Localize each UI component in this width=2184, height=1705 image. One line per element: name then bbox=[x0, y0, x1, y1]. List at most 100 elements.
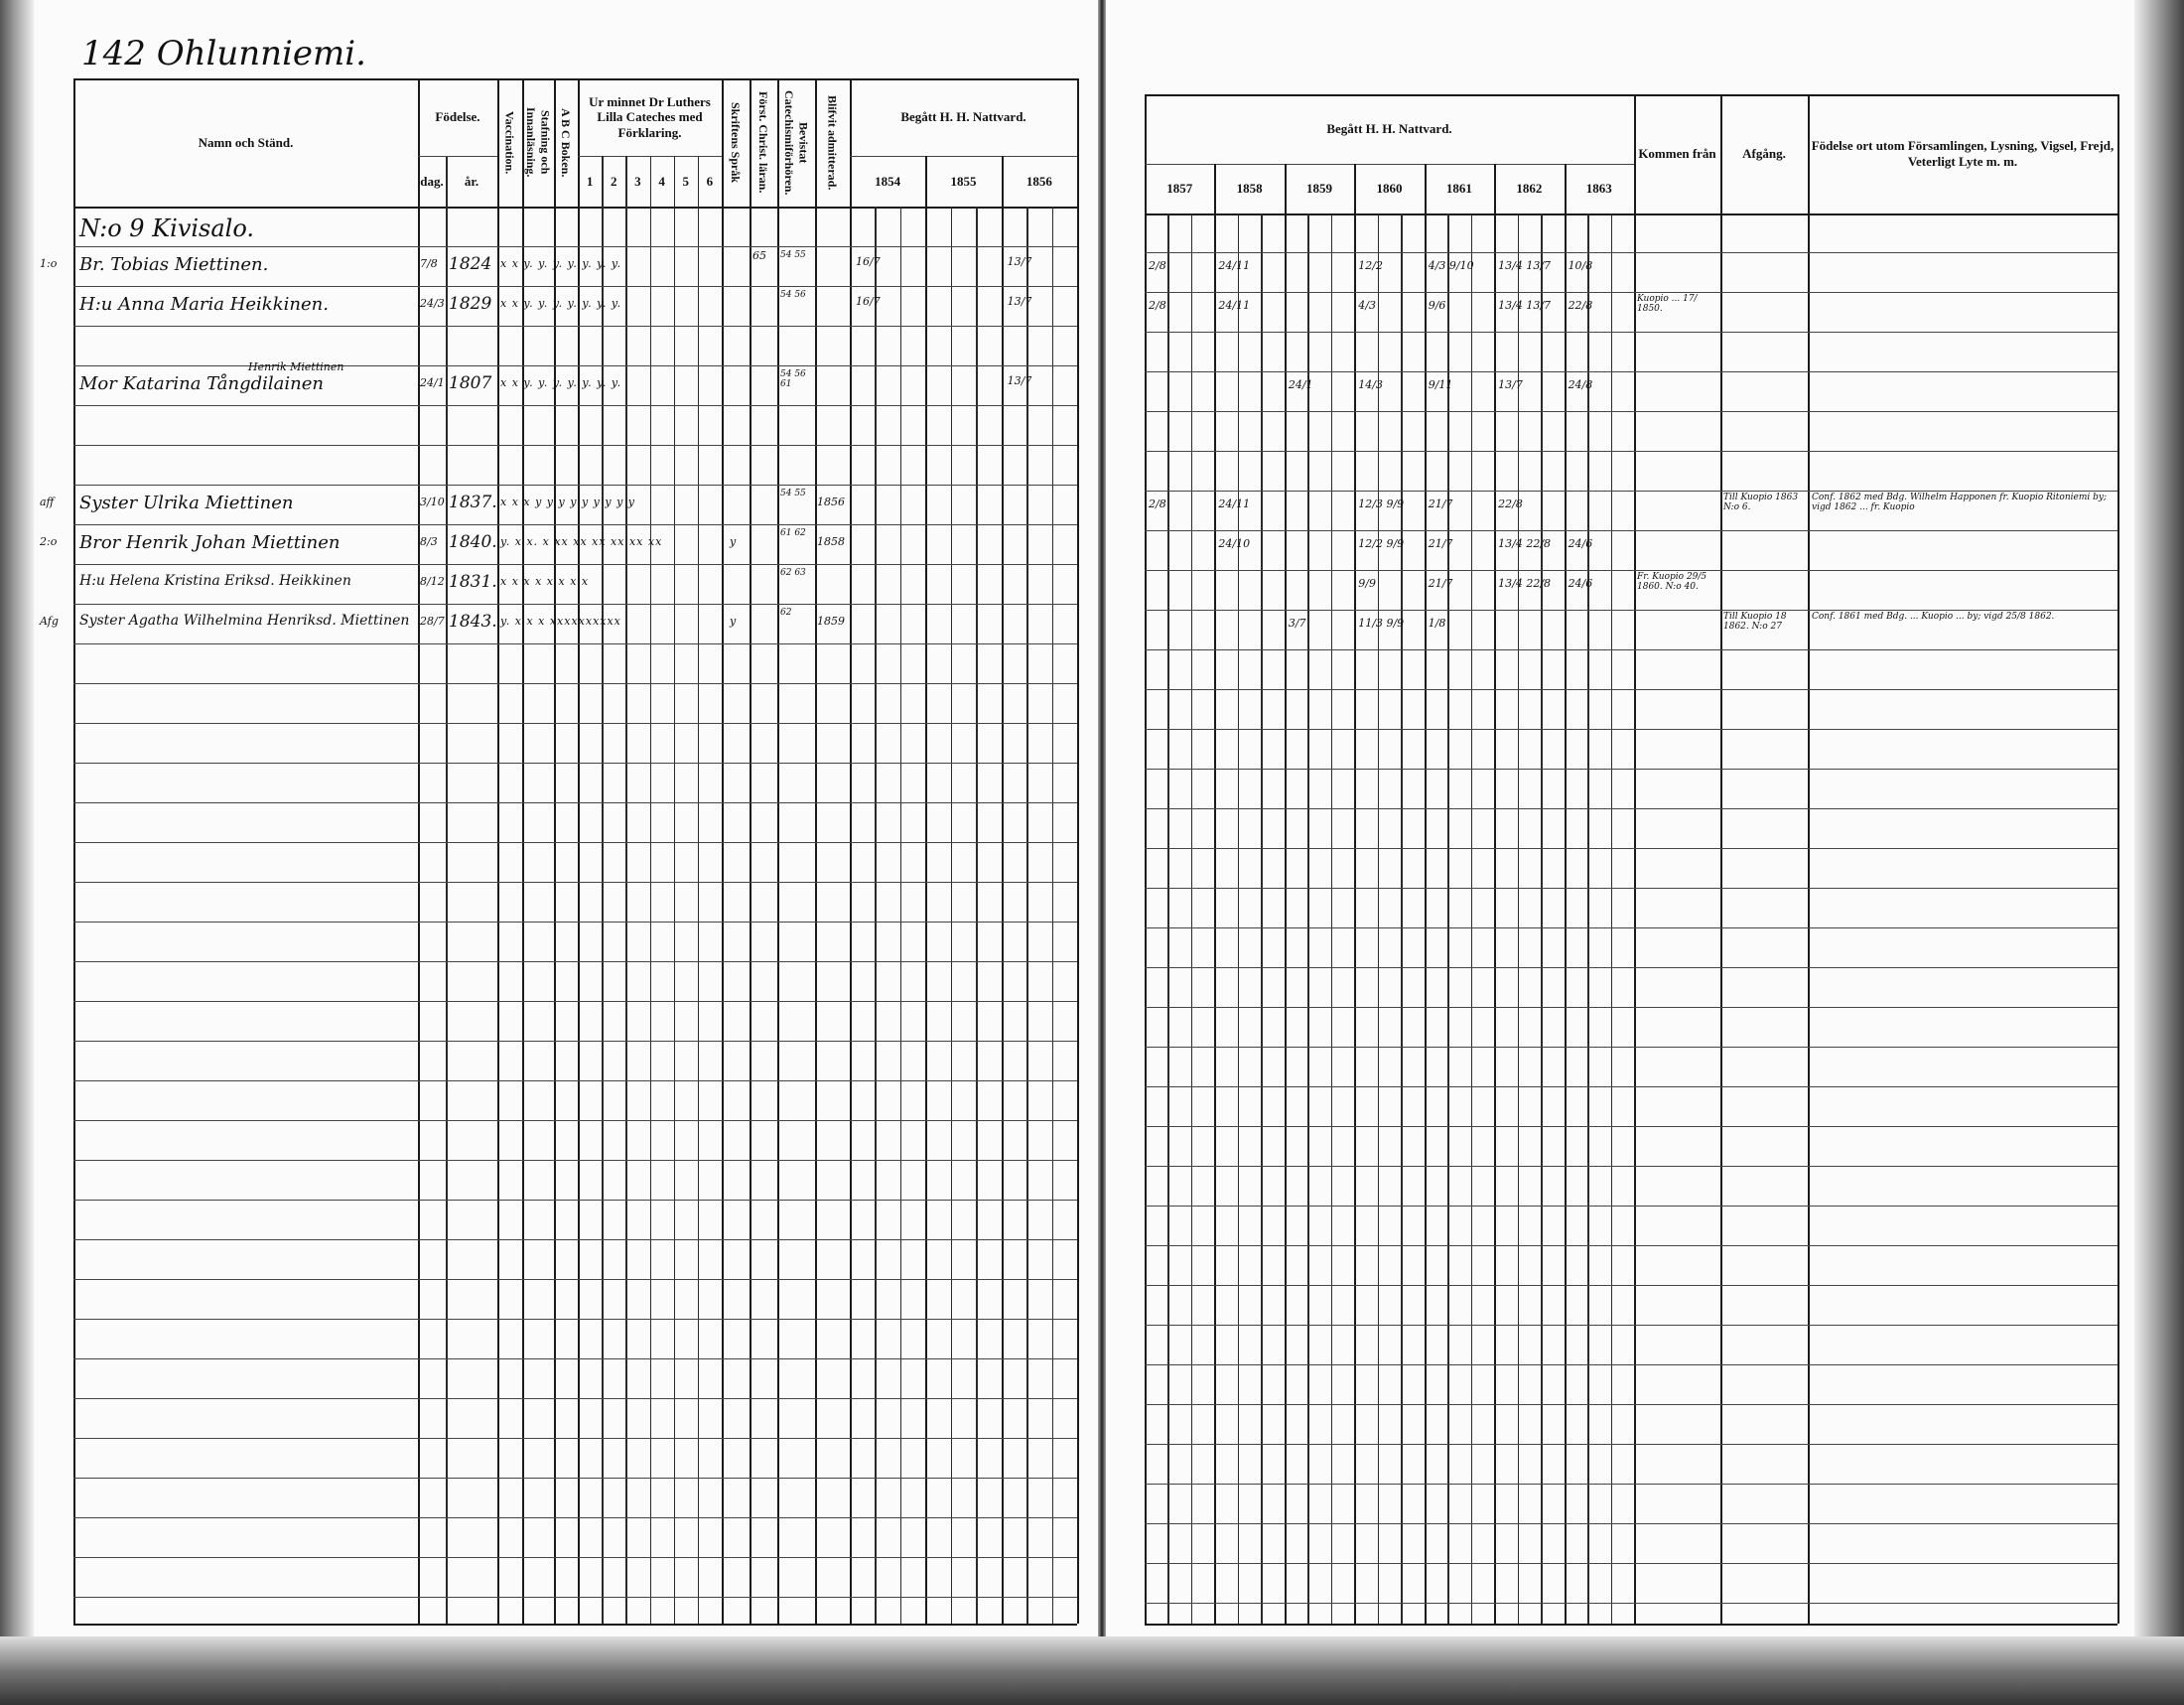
grid-line bbox=[1284, 164, 1287, 1624]
communion-date-1858: 24/11 bbox=[1218, 497, 1251, 510]
grid-line bbox=[1214, 164, 1217, 1624]
grid-line bbox=[1145, 1364, 2117, 1365]
grid-line bbox=[73, 1279, 1077, 1280]
grid-line bbox=[73, 326, 1077, 327]
grid-line bbox=[73, 1517, 1077, 1518]
grid-line bbox=[578, 78, 580, 1624]
grid-line bbox=[1610, 213, 1613, 1624]
column-header-communion-left: Begått H. H. Nattvard. bbox=[900, 109, 1026, 125]
grid-line bbox=[1145, 769, 2117, 770]
communion-date-1860: 12/2 bbox=[1358, 259, 1383, 272]
column-header-name: Namn och Ständ. bbox=[198, 134, 294, 150]
grid-line bbox=[73, 1398, 1077, 1399]
grid-line bbox=[1354, 164, 1357, 1624]
grid-line bbox=[899, 207, 902, 1624]
grid-line bbox=[1145, 570, 2117, 571]
communion-date-1862: 13/4 22/8 bbox=[1498, 577, 1552, 590]
grid-line bbox=[1145, 1444, 2117, 1445]
birth-day: 3/10 bbox=[420, 496, 445, 508]
communion-date-1856: 13/7 bbox=[1007, 295, 1032, 308]
column-header-reading: Stafning och Innanläsning. bbox=[524, 107, 553, 178]
grid-line bbox=[1145, 530, 2117, 531]
grid-line bbox=[1145, 1245, 2117, 1246]
departure-note: Till Kuopio 1863 N:o 6. bbox=[1723, 493, 1799, 513]
grid-line bbox=[1145, 292, 2117, 293]
communion-date-1858: 24/11 bbox=[1218, 299, 1251, 312]
birth-year: 1807 bbox=[449, 373, 492, 393]
grid-line bbox=[1808, 94, 1810, 1624]
grid-line bbox=[1237, 213, 1240, 1624]
grid-line bbox=[1145, 1563, 2117, 1564]
grid-line bbox=[1330, 213, 1333, 1624]
grid-line bbox=[875, 207, 877, 1624]
grid-line bbox=[73, 1438, 1077, 1439]
catechism-marks: x x x x x x x x bbox=[500, 575, 590, 588]
grid-line bbox=[950, 207, 953, 1624]
person-name: Bror Henrik Johan Miettinen bbox=[79, 532, 341, 553]
grid-line bbox=[925, 156, 928, 1624]
grid-line bbox=[1377, 213, 1380, 1624]
column-header-arrived-from: Kommen från bbox=[1638, 146, 1716, 162]
grid-line bbox=[1145, 411, 2117, 412]
column-header-catechism-part: 1 bbox=[586, 173, 594, 189]
catechism-hearings: 54 56 61 bbox=[780, 369, 806, 390]
catechism-marks: y. x x x xxxxxxxxxx bbox=[500, 615, 621, 628]
grid-line bbox=[73, 683, 1077, 684]
grid-line bbox=[73, 842, 1077, 843]
grid-line bbox=[850, 78, 852, 1624]
grid-line bbox=[1145, 1206, 2117, 1207]
communion-date-1859: 3/7 bbox=[1288, 617, 1306, 630]
grid-line bbox=[73, 643, 1077, 644]
grid-line bbox=[1424, 164, 1427, 1624]
catechism-marks: y. x x. x xx xx xx xx xx xx bbox=[500, 535, 663, 548]
scripture-mark: y bbox=[730, 615, 737, 628]
person-name: H:u Helena Kristina Eriksd. Heikkinen bbox=[79, 573, 351, 589]
grid-line bbox=[1145, 610, 2117, 611]
grid-line bbox=[1145, 1523, 2117, 1524]
grid-line bbox=[1145, 848, 2117, 849]
column-header-year-1860: 1860 bbox=[1376, 181, 1403, 197]
grid-line bbox=[73, 1041, 1077, 1042]
grid-line bbox=[2117, 94, 2119, 1624]
column-header-year-1863: 1863 bbox=[1585, 181, 1612, 197]
catechism-marks: x x y. y. y. y. y. y. y. bbox=[500, 376, 622, 389]
grid-line bbox=[1145, 1624, 2117, 1626]
grid-line bbox=[850, 156, 1077, 157]
page-header: 142 Ohlunniemi. bbox=[81, 34, 366, 73]
communion-date-1857: 2/8 bbox=[1149, 299, 1166, 312]
communion-date-1860: 12/3 9/9 bbox=[1358, 497, 1405, 510]
communion-date-1858: 24/11 bbox=[1218, 259, 1251, 272]
grid-line bbox=[73, 405, 1077, 406]
grid-line bbox=[73, 1319, 1077, 1320]
column-header-scripture: Skriftens Språk bbox=[729, 101, 744, 184]
catechism-hearings: 54 55 bbox=[780, 489, 806, 498]
grid-line bbox=[1145, 1126, 2117, 1127]
grid-line bbox=[418, 78, 420, 1624]
communion-date-1861: 9/6 bbox=[1428, 299, 1446, 312]
grid-line bbox=[73, 78, 75, 1624]
grid-line bbox=[73, 802, 1077, 803]
person-name: Syster Ulrika Miettinen bbox=[79, 493, 294, 513]
catechism-hearings: 54 55 bbox=[780, 250, 806, 260]
grid-line bbox=[1190, 213, 1193, 1624]
grid-line bbox=[73, 1478, 1077, 1479]
grid-line bbox=[73, 961, 1077, 962]
grid-line bbox=[73, 1358, 1077, 1359]
grid-line bbox=[73, 246, 1077, 247]
grid-line bbox=[73, 763, 1077, 764]
grid-line bbox=[1145, 1285, 2117, 1286]
communion-date-1863: 24/6 bbox=[1568, 537, 1593, 550]
column-header-year-1861: 1861 bbox=[1445, 181, 1472, 197]
column-header-christian-doctrine: Först. Christ. läran. bbox=[756, 91, 771, 194]
birth-day: 24/1 bbox=[420, 376, 445, 389]
grid-line bbox=[1145, 808, 2117, 809]
communion-date-1863: 24/8 bbox=[1568, 378, 1593, 391]
grid-line bbox=[1145, 1404, 2117, 1405]
grid-line bbox=[73, 365, 1077, 366]
row-margin-note: Afg bbox=[40, 615, 59, 628]
grid-line bbox=[73, 604, 1077, 605]
grid-line bbox=[73, 445, 1077, 446]
grid-line bbox=[1167, 213, 1169, 1624]
grid-line bbox=[1564, 164, 1567, 1624]
grid-line bbox=[73, 564, 1077, 565]
